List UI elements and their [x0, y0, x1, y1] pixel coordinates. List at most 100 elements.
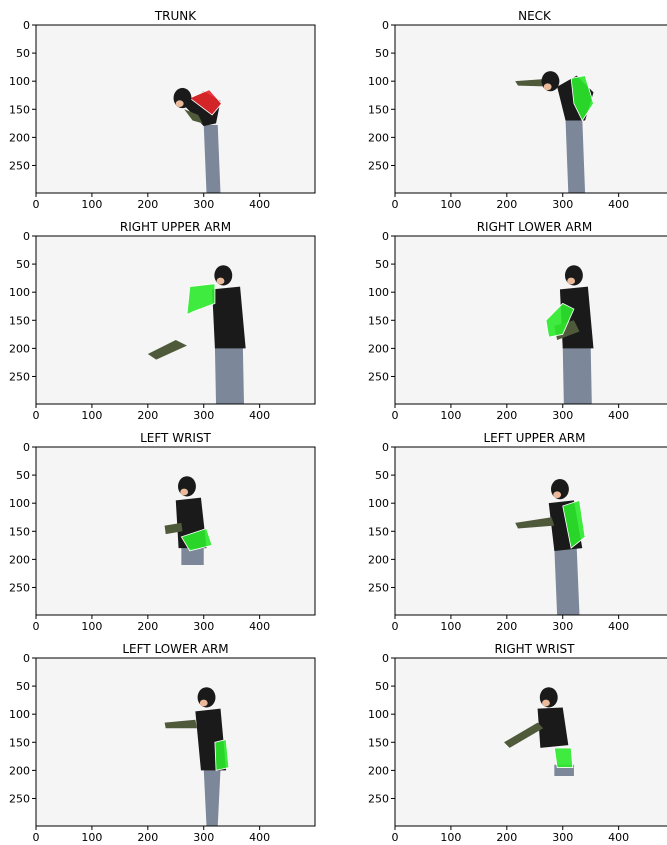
legs	[203, 125, 221, 193]
y-tick-label: 50	[16, 469, 30, 482]
y-tick-label: 200	[9, 553, 30, 566]
y-tick-label: 100	[368, 75, 389, 88]
panel-1: TRUNK 0 100 200 300 400 0 50 100 150 200 250	[9, 9, 316, 211]
legs	[565, 119, 586, 193]
y-tick-label: 100	[368, 708, 389, 721]
x-tick-label: 300	[552, 198, 573, 211]
pose-image	[147, 265, 246, 404]
y-tick-label: 250	[368, 792, 389, 805]
panel-3: RIGHT UPPER ARM 0 100 200 300 400 0 50 100 150 200…	[9, 220, 316, 422]
y-tick-label: 150	[9, 525, 30, 538]
y-tick-label: 250	[9, 159, 30, 172]
image-axes	[394, 235, 667, 405]
person-figure	[515, 71, 594, 193]
panel-6: LEFT UPPER ARM 0 100 200 300 400 0 50 100 150 200 2…	[368, 431, 667, 633]
x-tick-label: 300	[193, 831, 214, 844]
face	[567, 277, 576, 285]
y-tick-label: 0	[23, 441, 30, 454]
x-tick-label: 400	[608, 409, 629, 422]
y-tick-label: 50	[375, 258, 389, 271]
y-tick-label: 250	[368, 370, 389, 383]
panel-title: LEFT UPPER ARM	[484, 431, 586, 445]
person-figure	[164, 476, 213, 565]
torso	[212, 286, 246, 349]
pose-image	[164, 687, 230, 826]
y-tick-label: 100	[9, 75, 30, 88]
legs	[562, 347, 592, 404]
legs	[554, 548, 580, 615]
y-tick-label: 0	[382, 652, 389, 665]
y-tick-label: 0	[382, 19, 389, 32]
x-tick-label: 100	[81, 620, 102, 633]
person-figure	[173, 87, 223, 193]
x-tick-label: 100	[81, 831, 102, 844]
y-tick-label: 100	[368, 286, 389, 299]
arm	[164, 719, 198, 729]
y-tick-label: 50	[16, 680, 30, 693]
panel-title: NECK	[518, 9, 552, 23]
x-tick-label: 300	[193, 620, 214, 633]
x-tick-label: 0	[392, 198, 399, 211]
panel-title: LEFT LOWER ARM	[122, 642, 228, 656]
y-tick-label: 50	[375, 47, 389, 60]
panel-title: RIGHT WRIST	[494, 642, 575, 656]
y-tick-label: 200	[368, 131, 389, 144]
panel-title: LEFT WRIST	[140, 431, 211, 445]
panel-2: NECK 0 100 200 300 400 0 50 100 150 200 250	[368, 9, 667, 211]
y-tick-label: 200	[368, 553, 389, 566]
y-tick-label: 100	[9, 497, 30, 510]
x-tick-label: 100	[81, 198, 102, 211]
image-axes	[35, 657, 316, 827]
x-tick-label: 100	[81, 409, 102, 422]
y-tick-label: 200	[9, 764, 30, 777]
panel-7: LEFT LOWER ARM 0 100 200 300 400 0 50 100 150 200 2…	[9, 642, 316, 844]
y-tick-label: 0	[382, 441, 389, 454]
pose-image	[545, 265, 594, 404]
arm	[184, 109, 203, 124]
x-tick-label: 200	[496, 831, 517, 844]
arm	[164, 522, 183, 535]
image-axes	[394, 24, 667, 194]
highlighted-segment	[188, 89, 223, 116]
y-tick-label: 250	[9, 792, 30, 805]
face	[542, 699, 550, 707]
face	[180, 488, 189, 496]
arm	[147, 339, 187, 360]
x-tick-label: 100	[440, 831, 461, 844]
x-tick-label: 0	[392, 831, 399, 844]
legs	[203, 769, 221, 826]
arm	[515, 517, 555, 529]
highlighted-segment	[570, 75, 594, 122]
person-figure	[147, 265, 246, 404]
panel-title: RIGHT UPPER ARM	[120, 220, 231, 234]
x-tick-label: 400	[249, 620, 270, 633]
y-tick-label: 0	[382, 230, 389, 243]
highlighted-segment	[180, 527, 213, 552]
legs	[214, 347, 244, 404]
x-tick-label: 400	[249, 409, 270, 422]
x-tick-label: 200	[137, 198, 158, 211]
x-tick-label: 200	[496, 620, 517, 633]
panel-title: RIGHT LOWER ARM	[477, 220, 593, 234]
y-tick-label: 150	[368, 525, 389, 538]
x-tick-label: 300	[193, 198, 214, 211]
y-tick-label: 150	[9, 736, 30, 749]
x-tick-label: 200	[137, 620, 158, 633]
x-tick-label: 200	[137, 409, 158, 422]
y-tick-label: 150	[368, 103, 389, 116]
face	[175, 100, 184, 108]
y-tick-label: 200	[9, 342, 30, 355]
face	[199, 699, 208, 707]
y-tick-label: 50	[16, 47, 30, 60]
y-tick-label: 250	[9, 370, 30, 383]
panel-4: RIGHT LOWER ARM 0 100 200 300 400 0 50 100 150 200…	[368, 220, 667, 422]
y-tick-label: 100	[9, 286, 30, 299]
x-tick-label: 300	[193, 409, 214, 422]
y-tick-label: 50	[375, 469, 389, 482]
panel-title: TRUNK	[154, 9, 197, 23]
y-tick-label: 200	[9, 131, 30, 144]
x-tick-label: 300	[552, 620, 573, 633]
x-tick-label: 0	[392, 620, 399, 633]
x-tick-label: 400	[608, 831, 629, 844]
x-tick-label: 100	[440, 620, 461, 633]
